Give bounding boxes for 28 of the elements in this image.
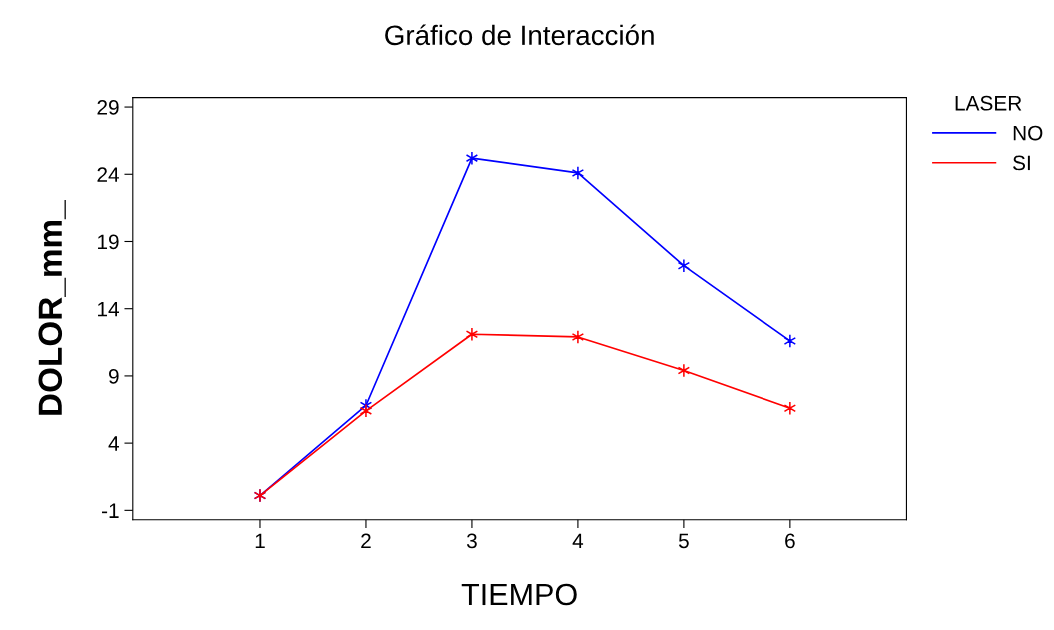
- y-axis-title: DOLOR_mm_: [38, 200, 66, 415]
- legend-label: NO: [1013, 125, 1043, 141]
- point: [783, 401, 797, 416]
- legend-title: LASER: [955, 95, 1022, 111]
- point: [571, 165, 585, 180]
- point: [677, 363, 691, 378]
- x-tick-label: 6: [785, 533, 795, 549]
- y-tick-label: 14: [98, 301, 119, 317]
- y-tick-label: 29: [97, 100, 119, 115]
- x-axis-title: TIEMPO: [461, 583, 577, 606]
- y-tick-label: 9: [109, 368, 119, 384]
- x-tick-label: 5: [678, 533, 689, 549]
- y-tick-label: -1: [102, 503, 119, 518]
- point: [465, 327, 479, 342]
- point: [783, 333, 797, 348]
- x-tick-label: 2: [361, 533, 371, 549]
- x-tick-label: 1: [255, 533, 265, 549]
- y-tick-label: 24: [97, 167, 119, 182]
- y-tick-label: 4: [108, 436, 119, 451]
- point: [677, 258, 691, 273]
- point: [465, 151, 479, 166]
- legend-label: SI: [1013, 155, 1030, 171]
- point: [359, 403, 373, 418]
- y-tick-label: 19: [98, 234, 119, 250]
- point: [571, 329, 585, 344]
- x-tick-label: 3: [466, 533, 477, 549]
- x-tick-label: 4: [572, 533, 584, 549]
- chart-title: Gráfico de Interacción: [385, 24, 654, 46]
